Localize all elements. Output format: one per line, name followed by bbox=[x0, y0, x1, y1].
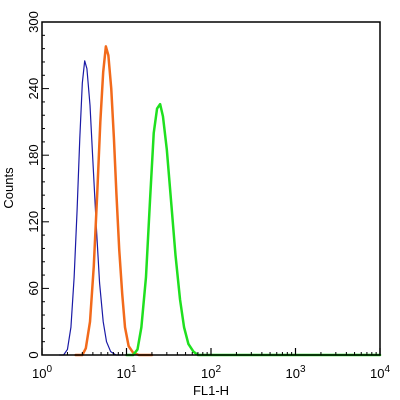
x-tick-label: 103 bbox=[285, 364, 305, 381]
y-tick-label: 180 bbox=[26, 144, 41, 166]
x-tick-label: 104 bbox=[370, 364, 390, 381]
y-tick-label: 60 bbox=[26, 281, 41, 295]
series-layer bbox=[58, 45, 382, 357]
y-tick-label: 120 bbox=[26, 211, 41, 233]
y-axis-ticks: 0 60 120 180 240 300 bbox=[26, 11, 49, 359]
plot-frame bbox=[41, 21, 381, 356]
series-line-2 bbox=[74, 45, 154, 357]
y-tick-label: 240 bbox=[26, 78, 41, 100]
x-axis-label: FL1-H bbox=[193, 383, 229, 398]
x-tick-label: 102 bbox=[201, 364, 221, 381]
series-line-3 bbox=[125, 102, 382, 357]
x-tick-label: 100 bbox=[32, 364, 52, 381]
y-tick-label: 0 bbox=[26, 351, 41, 358]
y-axis-label: Counts bbox=[1, 167, 16, 209]
x-tick-label: 101 bbox=[116, 364, 136, 381]
series-line-1 bbox=[58, 60, 124, 356]
y-tick-label: 300 bbox=[26, 11, 41, 33]
x-axis-ticks: 100 101 102 103 104 bbox=[32, 348, 390, 381]
